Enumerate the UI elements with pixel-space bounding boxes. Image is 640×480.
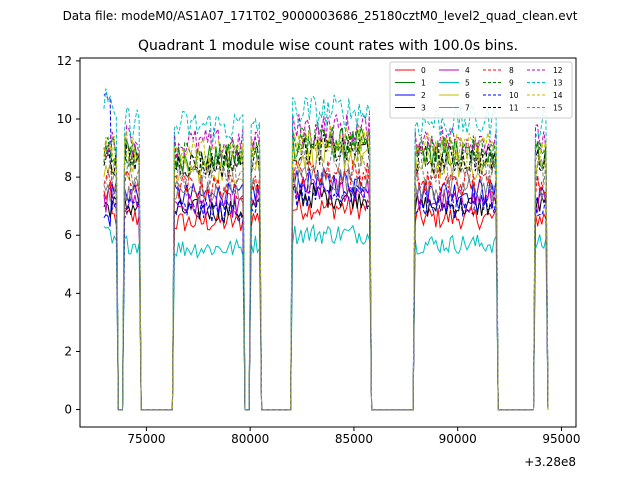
series-line-5	[103, 223, 549, 411]
x-tick-label: 85000	[335, 432, 373, 446]
legend-label-12: 12	[553, 66, 563, 75]
series-line-13	[103, 88, 549, 411]
legend-label-13: 13	[553, 79, 563, 88]
series-line-10	[103, 92, 549, 411]
y-tick-label: 12	[57, 54, 72, 68]
plot-frame	[79, 57, 577, 428]
legend-label-5: 5	[465, 79, 470, 88]
legend-label-6: 6	[465, 91, 470, 100]
y-tick-label: 6	[64, 228, 72, 242]
series-line-12	[103, 112, 549, 411]
series-layer	[103, 88, 549, 411]
y-tick-label: 4	[64, 286, 72, 300]
y-tick-label: 0	[64, 403, 72, 417]
series-line-3	[103, 183, 549, 411]
legend-label-7: 7	[465, 104, 470, 113]
legend-label-9: 9	[509, 79, 514, 88]
legend-label-10: 10	[509, 91, 519, 100]
series-line-8	[103, 159, 549, 411]
y-tick-label: 2	[64, 344, 72, 358]
x-offset-label: +3.28e8	[524, 455, 576, 469]
chart-title: Quadrant 1 module wise count rates with …	[138, 38, 518, 54]
x-tick-label: 95000	[542, 432, 580, 446]
y-tick-label: 10	[57, 112, 72, 126]
series-line-15	[103, 145, 549, 411]
figure-suptitle: Data file: modeM0/AS1A07_171T02_90000036…	[63, 9, 578, 23]
series-line-2	[103, 166, 549, 411]
legend-label-1: 1	[421, 79, 426, 88]
legend-box	[389, 61, 573, 119]
legend-label-3: 3	[421, 104, 426, 113]
series-line-0	[103, 181, 549, 411]
legend-label-0: 0	[421, 66, 426, 75]
x-tick-label: 75000	[127, 432, 165, 446]
legend-label-2: 2	[421, 91, 426, 100]
legend-label-14: 14	[553, 91, 563, 100]
series-line-11	[103, 134, 549, 411]
legend-label-8: 8	[509, 66, 514, 75]
x-tick-label: 90000	[439, 432, 477, 446]
series-line-7	[103, 165, 549, 411]
legend-label-15: 15	[553, 104, 563, 113]
x-tick-label: 80000	[231, 432, 269, 446]
series-line-14	[103, 124, 549, 411]
y-tick-label: 8	[64, 170, 72, 184]
legend-label-4: 4	[465, 66, 470, 75]
legend-label-11: 11	[509, 104, 519, 113]
series-line-9	[103, 123, 549, 411]
